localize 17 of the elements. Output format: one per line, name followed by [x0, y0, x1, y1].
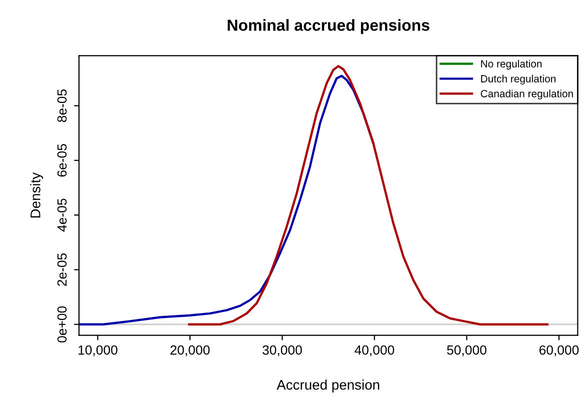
legend-label: Dutch regulation	[481, 74, 556, 84]
y-tick-label: 2e-05	[57, 253, 67, 286]
legend-label: Canadian regulation	[480, 90, 573, 100]
x-tick-label: 20,000	[170, 345, 210, 356]
x-tick-label: 10,000	[78, 345, 118, 356]
x-axis-title: Accrued pension	[276, 380, 380, 392]
legend-label: No regulation	[481, 60, 542, 70]
x-tick-label: 50,000	[447, 345, 486, 356]
y-tick-label: 0e+00	[57, 306, 67, 342]
y-tick-label: 4e-05	[57, 198, 67, 232]
y-axis-title: Density	[30, 172, 44, 218]
x-tick-label: 60,000	[539, 345, 579, 356]
y-tick-label: 8e-05	[57, 89, 67, 122]
y-tick-label: 6e-05	[57, 144, 67, 177]
x-tick-label: 30,000	[262, 345, 302, 356]
chart-title: Nominal accrued pensions	[228, 19, 430, 34]
x-tick-label: 40,000	[354, 345, 394, 356]
